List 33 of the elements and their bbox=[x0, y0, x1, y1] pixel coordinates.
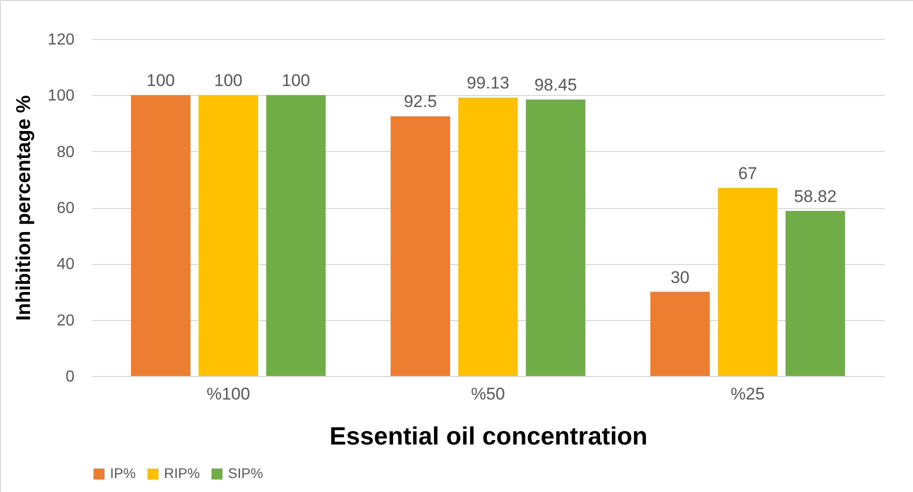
bar bbox=[198, 95, 258, 376]
y-tick-label: 20 bbox=[56, 312, 75, 330]
data-label: 98.45 bbox=[534, 76, 577, 95]
legend-label: RIP% bbox=[164, 465, 200, 481]
data-label: 99.13 bbox=[466, 74, 510, 93]
data-label: 58.82 bbox=[794, 186, 837, 206]
y-tick-label: 100 bbox=[48, 88, 75, 105]
bar bbox=[786, 210, 846, 376]
data-label: 67 bbox=[738, 164, 758, 183]
bar bbox=[526, 100, 586, 376]
data-label: 30 bbox=[670, 268, 690, 287]
y-tick-label: 120 bbox=[48, 32, 75, 48]
bar bbox=[718, 188, 778, 376]
data-label: 100 bbox=[146, 71, 175, 90]
bar bbox=[266, 95, 326, 376]
bar bbox=[130, 95, 190, 376]
x-tick-label: %100 bbox=[206, 384, 250, 404]
bar bbox=[458, 98, 518, 376]
data-label: 100 bbox=[282, 71, 310, 90]
data-label: 100 bbox=[214, 71, 243, 90]
legend-label: IP% bbox=[110, 465, 136, 481]
legend-label: SIP% bbox=[228, 465, 264, 481]
y-axis-title: Inhibition percentage % bbox=[12, 94, 35, 321]
y-tick-label: 0 bbox=[66, 368, 75, 386]
data-label: 92.5 bbox=[404, 92, 437, 112]
y-tick-label: 40 bbox=[56, 256, 75, 274]
x-tick-label: %25 bbox=[730, 384, 765, 404]
y-tick-label: 80 bbox=[56, 144, 75, 161]
bar bbox=[390, 116, 450, 376]
bar bbox=[650, 292, 710, 376]
y-tick-label: 60 bbox=[56, 200, 75, 217]
x-tick-label: %50 bbox=[470, 384, 506, 404]
x-axis-title: Essential oil concentration bbox=[329, 422, 648, 450]
